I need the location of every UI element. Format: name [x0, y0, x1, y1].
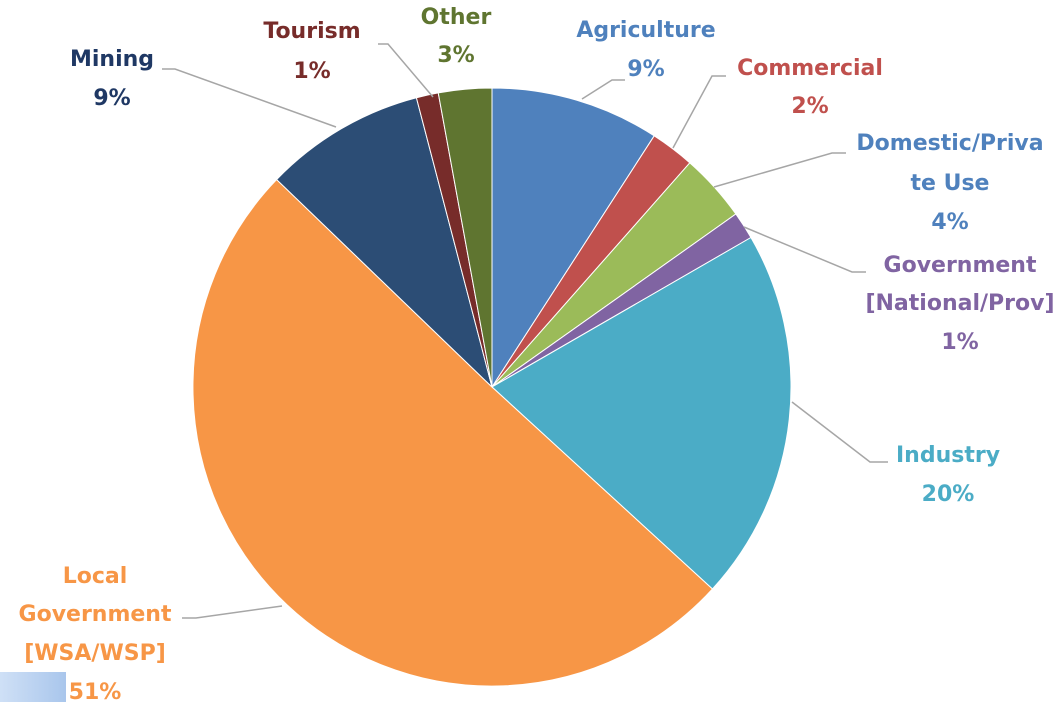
- slice-percent-label: 2%: [791, 94, 828, 119]
- slice-category-label: Local: [63, 564, 128, 589]
- pie-slice-other: [437, 87, 493, 388]
- slice-category-label: Commercial: [737, 56, 883, 81]
- slice-category-label: Mining: [70, 47, 154, 72]
- slice-category-label: Other: [421, 5, 492, 30]
- pie-slice-local-government-wsa-wsp: [192, 178, 714, 687]
- leader-line: [581, 79, 625, 100]
- corner-highlight: [0, 672, 66, 702]
- leader-line: [182, 605, 283, 619]
- slice-category-label: Agriculture: [576, 18, 715, 43]
- slice-percent-label: 9%: [627, 57, 664, 82]
- pie-slice-agriculture: [491, 87, 655, 389]
- slice-category-label: Domestic/Priva: [856, 131, 1043, 156]
- slice-percent-label: 1%: [293, 59, 330, 84]
- slice-percent-label: 20%: [922, 482, 975, 507]
- slice-percent-label: 3%: [437, 43, 474, 68]
- slice-category-label: te Use: [911, 171, 990, 196]
- leader-line: [162, 68, 337, 128]
- leader-line: [378, 43, 434, 98]
- slice-category-label: [National/Prov]: [865, 291, 1054, 316]
- slice-percent-label: 1%: [941, 330, 978, 355]
- slice-percent-label: 51%: [69, 680, 122, 702]
- leader-line: [791, 401, 888, 463]
- slice-category-label: [WSA/WSP]: [24, 641, 166, 666]
- slice-labels: Agriculture 9% Commercial 2% Domestic/Priva t…: [19, 5, 1055, 702]
- slice-percent-label: 4%: [931, 210, 968, 235]
- pie-slice-mining: [275, 97, 493, 389]
- slice-category-label: Tourism: [263, 19, 360, 44]
- leader-line: [743, 226, 866, 273]
- pie-slices: [192, 87, 792, 687]
- slice-category-label: Government: [19, 602, 172, 627]
- leader-lines: [162, 43, 888, 619]
- leader-line: [713, 152, 846, 188]
- leader-line: [672, 75, 726, 149]
- slice-category-label: Government: [884, 253, 1037, 278]
- slice-percent-label: 9%: [93, 86, 130, 111]
- pie-slice-industry: [491, 236, 792, 590]
- slice-category-label: Industry: [896, 443, 1000, 468]
